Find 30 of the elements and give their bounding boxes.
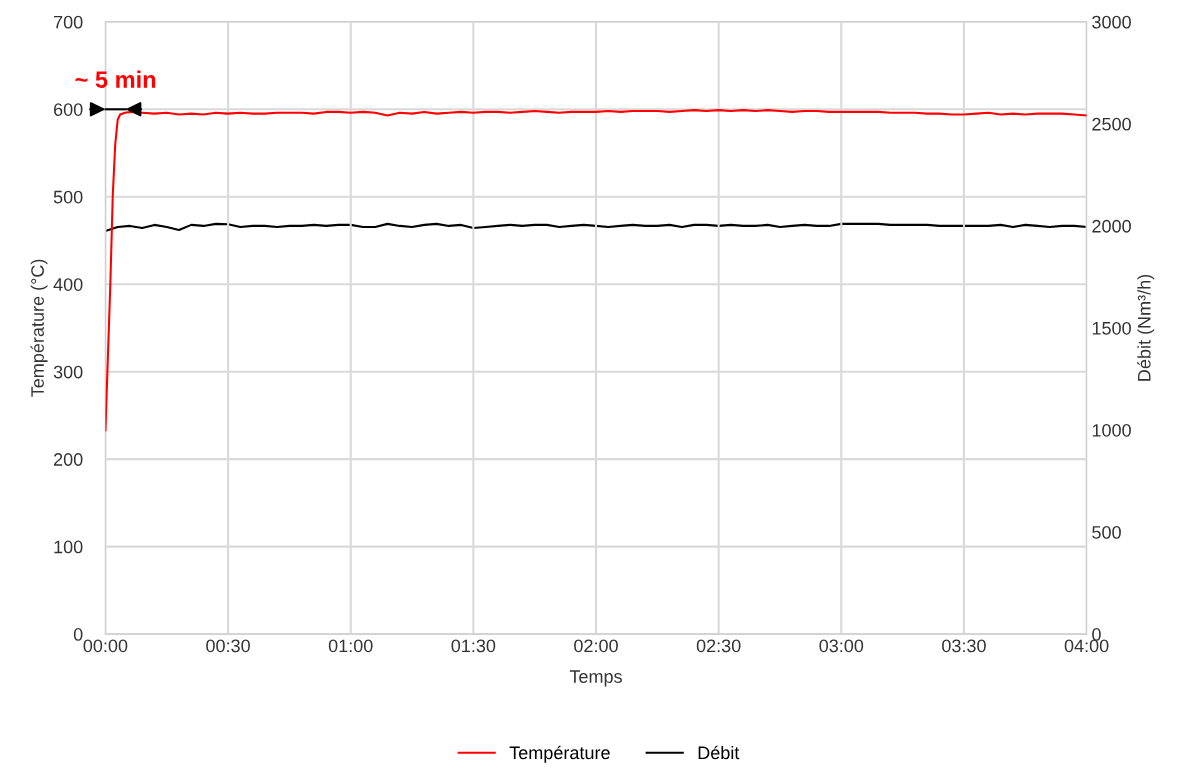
x-tick-label: 01:30 bbox=[451, 639, 496, 653]
y-tick-label: 400 bbox=[53, 278, 83, 291]
y-tick-label: 300 bbox=[53, 365, 83, 379]
y2-tick-label: 1500 bbox=[1092, 321, 1131, 335]
y-tick-label: 100 bbox=[54, 540, 83, 554]
x-tick-label: 00:00 bbox=[83, 639, 128, 653]
y2-tick-label: 2000 bbox=[1092, 219, 1131, 233]
x-tick-label: 00:30 bbox=[206, 639, 250, 653]
y-tick-label: 200 bbox=[53, 453, 83, 466]
y2-tick-label: 1000 bbox=[1092, 423, 1131, 437]
y2-tick-label: 3000 bbox=[1092, 15, 1131, 29]
y-tick-label: 0 bbox=[73, 628, 83, 641]
x-tick-label: 04:00 bbox=[1064, 639, 1109, 653]
y2-axis-title: Débit (Nm³/h) bbox=[1137, 274, 1155, 381]
y-tick-label: 600 bbox=[54, 103, 83, 116]
x-axis-title: Temps bbox=[569, 670, 622, 687]
y2-tick-label: 0 bbox=[1092, 628, 1101, 641]
y-tick-label: 700 bbox=[54, 15, 83, 29]
x-tick-label: 02:00 bbox=[574, 639, 618, 653]
y2-tick-label: 500 bbox=[1092, 525, 1121, 539]
x-tick-label: 03:00 bbox=[819, 639, 864, 653]
y-tick-label: 500 bbox=[53, 190, 83, 204]
legend-label: Débit bbox=[698, 745, 740, 760]
x-tick-label: 03:30 bbox=[942, 639, 986, 653]
y-axis-title: Température (°C) bbox=[30, 259, 48, 397]
x-tick-label: 02:30 bbox=[696, 639, 741, 653]
x-tick-label: 01:00 bbox=[328, 639, 373, 653]
legend-label: Température bbox=[509, 745, 610, 763]
annotation: ~ 5 min bbox=[75, 70, 156, 88]
y2-tick-label: 2500 bbox=[1092, 117, 1131, 131]
